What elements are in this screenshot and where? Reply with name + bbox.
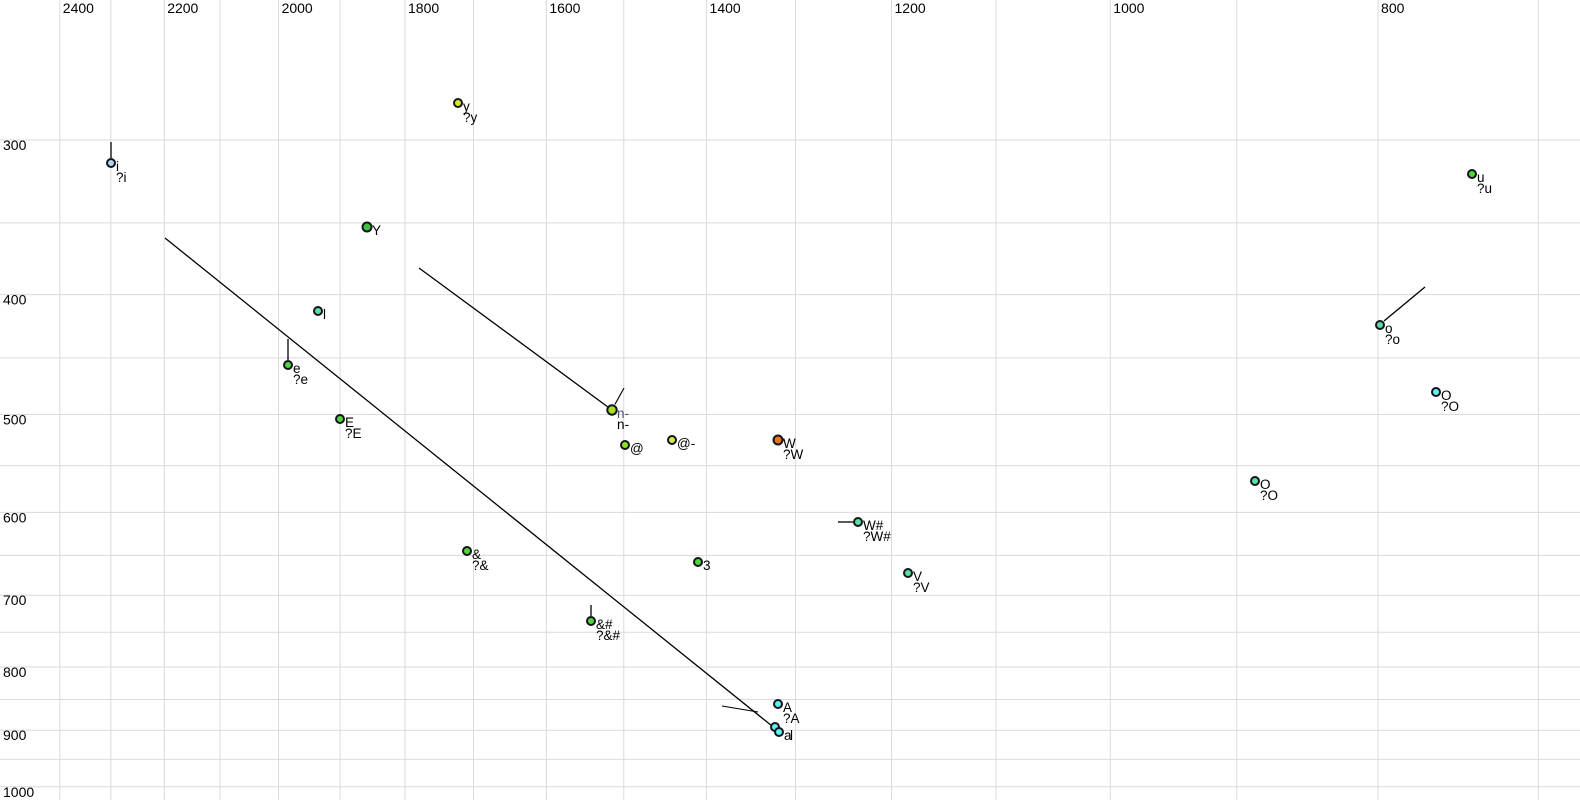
- svg-text:?A: ?A: [783, 711, 800, 726]
- svg-text:500: 500: [3, 411, 27, 427]
- svg-text:?E: ?E: [345, 426, 362, 441]
- svg-text:?&#: ?&#: [596, 628, 621, 643]
- svg-text:700: 700: [3, 592, 27, 608]
- svg-text:?O: ?O: [1441, 399, 1459, 414]
- svg-text:?V: ?V: [913, 580, 930, 595]
- svg-text:?W#: ?W#: [863, 529, 891, 544]
- svg-text:400: 400: [3, 292, 27, 308]
- svg-text:1000: 1000: [3, 784, 34, 800]
- svg-text:?W: ?W: [783, 447, 804, 462]
- svg-text:2200: 2200: [167, 0, 198, 16]
- svg-text:2400: 2400: [63, 0, 94, 16]
- svg-text:2000: 2000: [282, 0, 313, 16]
- svg-text:?y: ?y: [463, 110, 478, 125]
- svg-text:1400: 1400: [710, 0, 741, 16]
- svg-text:?i: ?i: [116, 170, 127, 185]
- svg-text:300: 300: [3, 137, 27, 153]
- svg-text:@-: @-: [677, 436, 695, 451]
- svg-text:n-: n-: [617, 417, 629, 432]
- svg-text:@: @: [630, 441, 644, 456]
- svg-text:1000: 1000: [1113, 0, 1144, 16]
- svg-text:1600: 1600: [549, 0, 580, 16]
- svg-text:800: 800: [1381, 0, 1405, 16]
- svg-text:?O: ?O: [1260, 488, 1278, 503]
- svg-text:?e: ?e: [293, 372, 308, 387]
- svg-text:Y: Y: [372, 223, 381, 238]
- svg-text:1200: 1200: [895, 0, 926, 16]
- svg-text:l: l: [790, 728, 793, 743]
- svg-text:1800: 1800: [408, 0, 439, 16]
- svg-text:l: l: [323, 307, 326, 322]
- svg-text:?u: ?u: [1477, 181, 1492, 196]
- svg-text:800: 800: [3, 664, 27, 680]
- svg-text:3: 3: [703, 558, 711, 573]
- svg-text:600: 600: [3, 509, 27, 525]
- svg-text:900: 900: [3, 727, 27, 743]
- svg-text:?o: ?o: [1385, 332, 1400, 347]
- svg-text:?&: ?&: [472, 558, 489, 573]
